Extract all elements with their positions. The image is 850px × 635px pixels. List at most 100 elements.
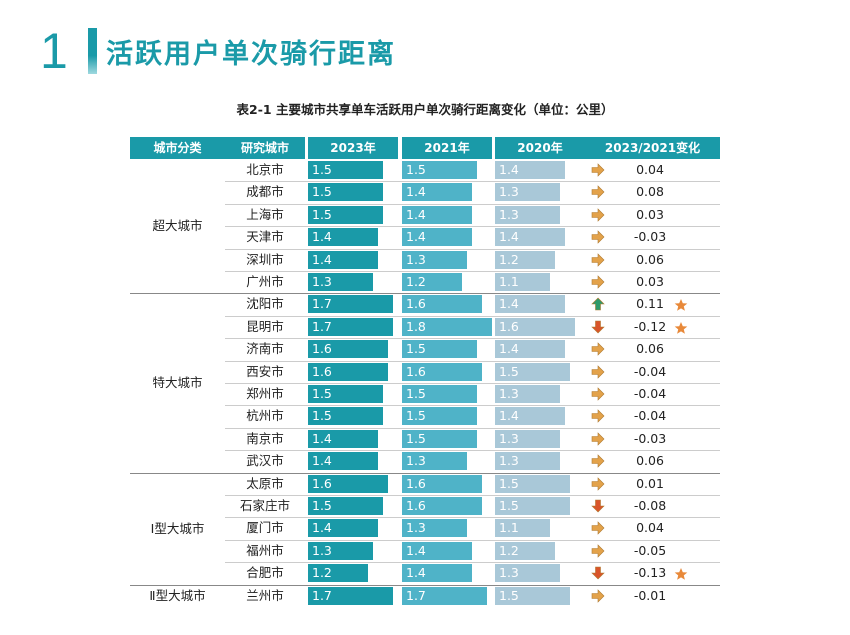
city-name: 南京市 (246, 430, 284, 446)
data-bar (495, 586, 570, 605)
trend-arrow (590, 520, 606, 540)
data-bar (308, 183, 383, 202)
city-name: 北京市 (246, 162, 284, 177)
bar-value: 1.4 (312, 453, 332, 469)
row-line (225, 427, 720, 429)
bar-value: 1.4 (312, 430, 332, 446)
bar-value: 1.6 (499, 318, 519, 334)
data-bar (495, 228, 565, 247)
bar-value: 1.3 (499, 206, 519, 222)
section-title: 活跃用户单次骑行距离 (106, 39, 396, 70)
trend-arrow (590, 162, 606, 182)
bar-value: 1.4 (406, 206, 426, 222)
change-value: 0.06 (636, 453, 664, 469)
data-bar (308, 250, 378, 269)
trend-arrow (590, 229, 606, 249)
data-bar (495, 407, 565, 426)
row-line (225, 271, 720, 272)
row-line (225, 315, 720, 317)
bar-value: 1.6 (406, 363, 426, 379)
data-bar (402, 340, 477, 359)
change-value: -0.08 (633, 498, 667, 513)
trend-arrow (590, 184, 606, 204)
column-header: 2023/2021变化 (585, 137, 720, 159)
trend-arrow (590, 319, 606, 339)
row-line (225, 226, 720, 228)
bar-value: 1.5 (499, 498, 519, 513)
change-value: -0.04 (633, 408, 667, 424)
data-bar (308, 273, 373, 291)
row-line (225, 248, 720, 250)
bar-value: 1.5 (499, 475, 519, 491)
bar-value: 1.4 (312, 229, 332, 245)
data-bar (308, 541, 373, 560)
group-name: 超大城市 (152, 218, 203, 233)
column-header: 2020年 (495, 137, 585, 159)
bar-value: 1.3 (312, 274, 332, 289)
city-name: 上海市 (246, 206, 284, 222)
bar-value: 1.5 (406, 408, 426, 424)
row-line (225, 562, 720, 564)
bar-value: 1.4 (406, 542, 426, 558)
bar-value: 1.3 (499, 386, 519, 401)
change-value: 0.08 (636, 184, 664, 200)
bar-value: 1.4 (406, 565, 426, 581)
bar-value: 1.1 (499, 520, 519, 536)
change-value: 0.04 (636, 520, 664, 536)
trend-arrow (590, 543, 606, 563)
bar-value: 1.6 (312, 475, 332, 491)
bar-value: 1.4 (499, 229, 519, 245)
city-name: 天津市 (246, 229, 284, 245)
bar-value: 1.5 (312, 386, 332, 401)
change-value: -0.01 (633, 587, 667, 603)
data-bar (495, 295, 565, 314)
change-value: 0.06 (636, 341, 664, 357)
bar-value: 1.6 (312, 341, 332, 357)
change-value: 0.01 (636, 475, 664, 491)
bar-value: 1.5 (312, 408, 332, 424)
data-bar (402, 429, 477, 448)
data-bar (495, 183, 560, 202)
bar-value: 1.2 (312, 565, 332, 581)
trend-arrow (590, 296, 606, 316)
trend-arrow (590, 207, 606, 227)
row-line (225, 203, 720, 205)
column-header: 研究城市 (225, 137, 305, 159)
bar-value: 1.6 (312, 363, 332, 379)
data-bar (308, 295, 393, 314)
data-bar (495, 452, 560, 471)
bar-value: 1.5 (312, 498, 332, 513)
bar-value: 1.3 (406, 520, 426, 536)
bar-value: 1.3 (499, 184, 519, 200)
bar-value: 1.5 (499, 587, 519, 603)
data-bar (402, 183, 472, 202)
bar-value: 1.6 (406, 296, 426, 312)
group-name: Ⅱ型大城市 (149, 587, 206, 603)
data-bar (402, 541, 472, 560)
city-name: 武汉市 (246, 453, 284, 469)
data-bar (308, 429, 378, 448)
data-bar (402, 228, 472, 247)
bar-value: 1.5 (312, 184, 332, 200)
bar-value: 1.5 (499, 363, 519, 379)
bar-value: 1.4 (312, 251, 332, 267)
bar-value: 1.4 (499, 408, 519, 424)
data-bar (495, 340, 565, 359)
trend-arrow (590, 476, 606, 496)
data-bar (495, 385, 560, 403)
bar-value: 1.4 (312, 520, 332, 536)
change-value: 0.03 (636, 274, 664, 289)
change-value: -0.13 (633, 565, 667, 581)
row-line (225, 539, 720, 541)
row-line (225, 495, 720, 496)
bar-value: 1.6 (406, 475, 426, 491)
row-line (225, 360, 720, 362)
bar-value: 1.3 (499, 430, 519, 446)
data-bar (495, 205, 560, 224)
trend-arrow (590, 431, 606, 451)
group-line (130, 584, 720, 586)
row-line (225, 181, 720, 183)
data-bar (308, 385, 383, 403)
data-bar (308, 519, 378, 538)
column-header: 2023年 (308, 137, 398, 159)
